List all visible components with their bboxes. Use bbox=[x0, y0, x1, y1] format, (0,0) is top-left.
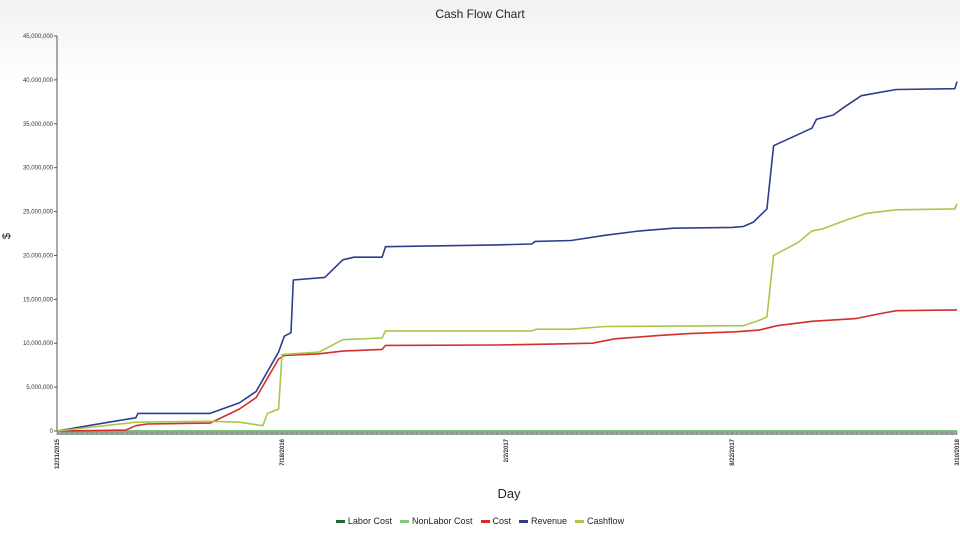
legend-item: Cost bbox=[480, 516, 512, 526]
y-tick-label: 30,000,000 bbox=[23, 166, 54, 172]
legend-swatch bbox=[519, 520, 529, 524]
legend: Labor Cost NonLabor Cost Cost Revenue Cashfl… bbox=[0, 516, 960, 526]
x-axis-label: Day bbox=[497, 486, 521, 501]
legend-item: NonLabor Cost bbox=[399, 516, 473, 526]
legend-swatch bbox=[480, 520, 490, 524]
x-tick-label: 7/18/2016 bbox=[280, 438, 286, 465]
y-tick-label: 20,000,000 bbox=[23, 253, 54, 259]
legend-label: Labor Cost bbox=[347, 516, 392, 526]
legend-item: Revenue bbox=[519, 516, 567, 526]
legend-swatch bbox=[335, 520, 345, 524]
chart-title: Cash Flow Chart bbox=[435, 7, 525, 21]
legend-item: Labor Cost bbox=[335, 516, 392, 526]
x-tick-label: 8/22/2017 bbox=[730, 438, 736, 465]
x-tick-label: 2/2/2017 bbox=[504, 438, 510, 462]
y-tick-label: 25,000,000 bbox=[23, 210, 54, 216]
y-tick-label: 35,000,000 bbox=[23, 122, 54, 128]
x-tick-label: 3/10/2018 bbox=[955, 438, 960, 465]
y-tick-label: 0 bbox=[50, 429, 54, 435]
y-tick-label: 40,000,000 bbox=[23, 78, 54, 84]
legend-item: Cashflow bbox=[575, 516, 624, 526]
legend-swatch bbox=[575, 520, 585, 524]
series-line-cashflow bbox=[56, 203, 958, 432]
x-tick-label: 12/31/2015 bbox=[55, 438, 61, 469]
y-tick-label: 45,000,000 bbox=[23, 34, 54, 40]
legend-label: Revenue bbox=[531, 516, 568, 526]
legend-label: NonLabor Cost bbox=[411, 516, 473, 526]
legend-label: Cashflow bbox=[587, 516, 625, 526]
legend-label: Cost bbox=[492, 516, 512, 526]
y-tick-label: 15,000,000 bbox=[23, 297, 54, 303]
legend-swatch bbox=[399, 520, 409, 524]
series-line-revenue bbox=[56, 81, 958, 432]
y-tick-label: 10,000,000 bbox=[23, 341, 54, 347]
y-tick-label: 5,000,000 bbox=[26, 385, 53, 391]
series-line-cost bbox=[56, 309, 958, 432]
